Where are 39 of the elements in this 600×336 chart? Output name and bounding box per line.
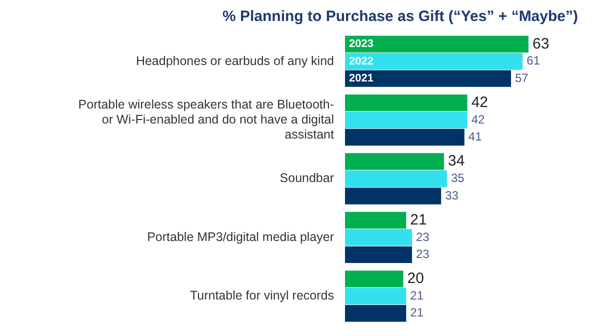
data-label: 23 <box>416 230 430 244</box>
data-label: 33 <box>445 188 459 202</box>
data-label: 41 <box>468 130 482 144</box>
bar <box>345 270 404 288</box>
bar <box>345 288 406 304</box>
bar <box>345 246 412 264</box>
bar <box>345 305 406 322</box>
data-label: 63 <box>532 35 550 52</box>
data-label: 23 <box>416 246 430 261</box>
data-label: 21 <box>410 306 424 320</box>
bar <box>345 70 512 87</box>
data-label: 35 <box>450 171 465 186</box>
y-tick-label: Portable wireless speakers that are Bluetooth- or Wi-Fi-enabled and do not have a digital assistant <box>78 98 335 142</box>
bar <box>345 36 528 52</box>
bar <box>345 112 468 128</box>
bar <box>345 212 406 229</box>
bar <box>345 188 442 204</box>
data-label: 61 <box>526 54 540 68</box>
data-label: 21 <box>410 288 424 302</box>
bar <box>345 94 468 112</box>
bar <box>345 53 523 70</box>
data-label: 20 <box>407 270 424 288</box>
bar <box>345 170 447 188</box>
data-label: 21 <box>410 211 427 228</box>
data-label: 34 <box>448 152 465 170</box>
y-tick-label: Soundbar <box>280 171 334 186</box>
series-label: 2022 <box>349 55 374 68</box>
data-label: 42 <box>471 112 485 126</box>
data-label: 42 <box>471 94 488 111</box>
data-label: 57 <box>515 70 529 85</box>
y-tick-label: Turntable for vinyl records <box>190 288 334 303</box>
y-tick-label: Portable MP3/digital media player <box>147 230 334 244</box>
bar <box>345 128 464 146</box>
series-label: 2021 <box>349 72 374 85</box>
y-tick-label: Headphones or earbuds of any kind <box>136 54 334 68</box>
bar <box>345 229 412 246</box>
bar <box>345 153 444 170</box>
series-label: 2023 <box>349 38 374 50</box>
chart-title: % Planning to Purchase as Gift (“Yes” + “Maybe”) <box>222 8 578 26</box>
